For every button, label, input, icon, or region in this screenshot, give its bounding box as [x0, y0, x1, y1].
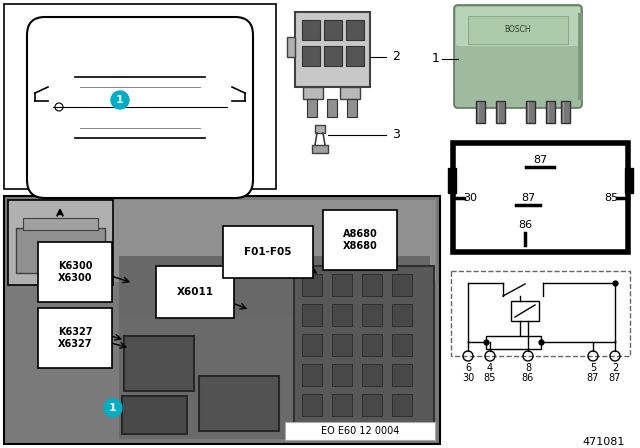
Bar: [332, 304, 352, 326]
Bar: [124, 336, 194, 391]
Bar: [285, 422, 435, 440]
Bar: [332, 334, 352, 356]
Bar: [307, 99, 317, 117]
Bar: [23, 218, 98, 230]
Text: 1: 1: [109, 403, 117, 413]
Text: 86: 86: [522, 373, 534, 383]
Bar: [327, 99, 337, 117]
Bar: [392, 394, 412, 416]
Bar: [526, 101, 535, 123]
Bar: [468, 16, 568, 44]
Text: 87: 87: [533, 155, 547, 165]
Bar: [451, 271, 630, 356]
Text: 3: 3: [392, 129, 400, 142]
Bar: [332, 364, 352, 386]
Bar: [8, 200, 113, 285]
Bar: [4, 4, 276, 189]
Bar: [302, 20, 320, 40]
Bar: [392, 274, 412, 296]
Bar: [496, 101, 505, 123]
Bar: [324, 20, 342, 40]
Bar: [287, 37, 295, 57]
Text: 6: 6: [465, 363, 471, 373]
Bar: [511, 301, 539, 321]
Text: 2: 2: [392, 51, 400, 64]
Text: 4: 4: [487, 363, 493, 373]
Bar: [546, 101, 555, 123]
FancyBboxPatch shape: [27, 17, 253, 198]
Bar: [453, 143, 628, 252]
Text: K6327
X6327: K6327 X6327: [58, 327, 92, 349]
Bar: [302, 46, 320, 66]
Bar: [561, 101, 570, 123]
Bar: [199, 376, 279, 431]
Text: X6011: X6011: [177, 287, 214, 297]
Circle shape: [104, 399, 122, 417]
Bar: [332, 274, 352, 296]
Text: EO E60 12 0004: EO E60 12 0004: [321, 426, 399, 436]
Bar: [340, 87, 360, 99]
Text: A8680
X8680: A8680 X8680: [342, 229, 378, 251]
Bar: [362, 274, 382, 296]
Bar: [295, 12, 370, 87]
Text: 5: 5: [590, 363, 596, 373]
Bar: [303, 87, 323, 99]
Text: BOSCH: BOSCH: [505, 26, 531, 34]
Bar: [362, 364, 382, 386]
Bar: [315, 125, 325, 133]
Bar: [16, 228, 105, 273]
Text: 30: 30: [462, 373, 474, 383]
Bar: [119, 316, 430, 439]
Bar: [476, 101, 485, 123]
Text: 87: 87: [521, 193, 535, 203]
Bar: [625, 168, 633, 193]
FancyBboxPatch shape: [456, 7, 580, 46]
Bar: [346, 46, 364, 66]
Bar: [362, 304, 382, 326]
Text: 85: 85: [484, 373, 496, 383]
Text: 87: 87: [609, 373, 621, 383]
Bar: [347, 99, 357, 117]
Bar: [486, 336, 541, 349]
Bar: [578, 13, 583, 100]
Bar: [362, 334, 382, 356]
Text: 86: 86: [518, 220, 532, 230]
Text: 30: 30: [463, 193, 477, 203]
Text: K6300
X6300: K6300 X6300: [58, 261, 92, 283]
Bar: [392, 364, 412, 386]
FancyBboxPatch shape: [454, 5, 582, 108]
Text: F01-F05: F01-F05: [244, 247, 292, 257]
Bar: [312, 145, 328, 153]
Text: 2: 2: [612, 363, 618, 373]
Bar: [302, 274, 322, 296]
Text: 8: 8: [525, 363, 531, 373]
Bar: [346, 20, 364, 40]
Bar: [332, 394, 352, 416]
Bar: [392, 304, 412, 326]
Bar: [8, 200, 436, 282]
Bar: [119, 256, 430, 316]
Text: 87: 87: [587, 373, 599, 383]
Bar: [302, 394, 322, 416]
Bar: [302, 364, 322, 386]
Text: 471081: 471081: [582, 437, 625, 447]
Bar: [362, 394, 382, 416]
Bar: [324, 46, 342, 66]
Bar: [4, 196, 440, 444]
Bar: [302, 334, 322, 356]
Circle shape: [111, 91, 129, 109]
Text: 1: 1: [432, 52, 440, 65]
Bar: [302, 304, 322, 326]
Bar: [448, 168, 456, 193]
Bar: [294, 266, 434, 431]
Text: 1: 1: [116, 95, 124, 105]
Bar: [392, 334, 412, 356]
Text: 85: 85: [604, 193, 618, 203]
Bar: [122, 396, 187, 434]
